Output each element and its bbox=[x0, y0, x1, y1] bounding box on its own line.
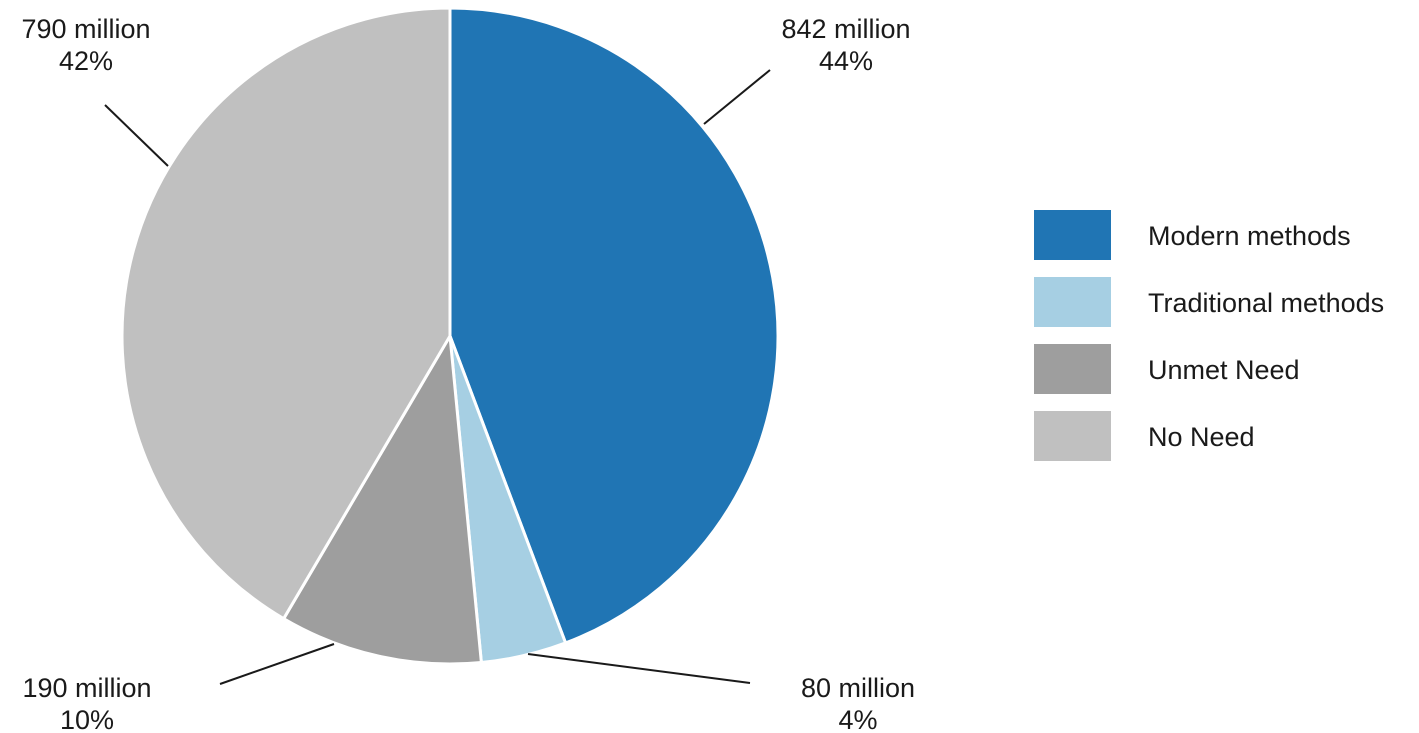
data-label-percent-no-need: 42% bbox=[59, 46, 113, 76]
data-label-value-modern-methods: 842 million bbox=[781, 14, 910, 44]
legend-swatch-traditional-methods bbox=[1034, 277, 1111, 327]
pie-slice-unmet-need bbox=[281, 331, 484, 666]
data-label-percent-modern-methods: 44% bbox=[819, 46, 873, 76]
data-label-percent-traditional-methods: 4% bbox=[838, 705, 877, 733]
leader-lines bbox=[104, 69, 771, 685]
leader-line-traditional-methods bbox=[527, 653, 751, 684]
data-label-value-traditional-methods: 80 million bbox=[801, 673, 915, 703]
pie-slices bbox=[120, 6, 780, 666]
data-label-value-unmet-need: 190 million bbox=[22, 673, 151, 703]
legend-label-no-need: No Need bbox=[1148, 422, 1255, 452]
legend-swatch-no-need bbox=[1034, 411, 1111, 461]
data-label-value-no-need: 790 million bbox=[21, 14, 150, 44]
legend-label-traditional-methods: Traditional methods bbox=[1148, 288, 1384, 318]
pie-slice-no-need bbox=[120, 6, 452, 621]
legend-swatch-unmet-need bbox=[1034, 344, 1111, 394]
pie-slice-modern-methods bbox=[448, 6, 780, 645]
data-label-percent-unmet-need: 10% bbox=[60, 705, 114, 733]
legend-label-modern-methods: Modern methods bbox=[1148, 221, 1351, 251]
legend-label-unmet-need: Unmet Need bbox=[1148, 355, 1300, 385]
leader-line-no-need bbox=[104, 104, 169, 167]
leader-line-unmet-need bbox=[219, 643, 335, 685]
legend-swatch-modern-methods bbox=[1034, 210, 1111, 260]
legend: Modern methods Traditional methods Unmet N… bbox=[1034, 210, 1384, 461]
leader-line-modern-methods bbox=[703, 69, 771, 125]
